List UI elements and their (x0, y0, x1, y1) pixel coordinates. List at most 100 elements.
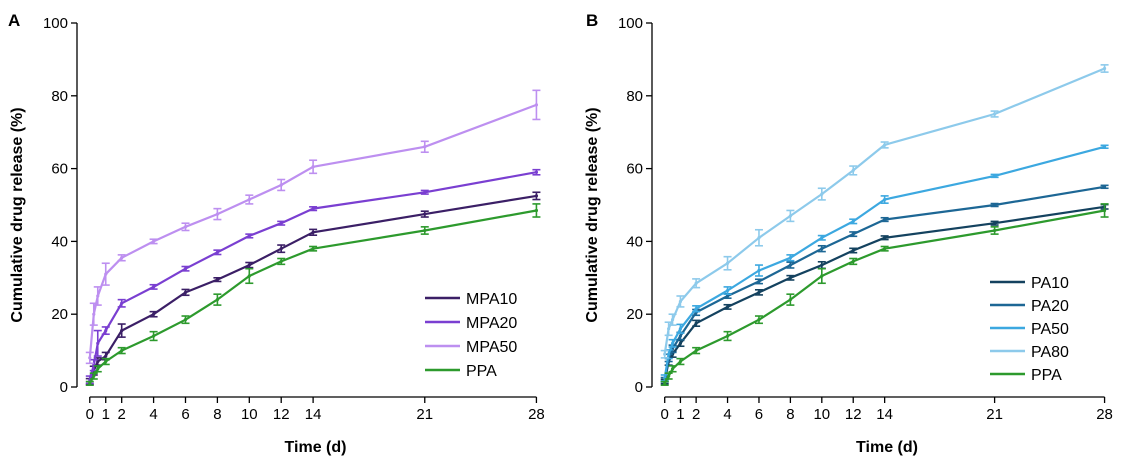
data-point (820, 192, 824, 196)
y-tick-label: 20 (51, 306, 68, 323)
data-point (92, 312, 96, 316)
data-point (215, 250, 219, 254)
data-point (1102, 208, 1107, 213)
data-point (120, 328, 124, 333)
data-point (788, 263, 792, 267)
data-point (851, 259, 855, 264)
x-tick-label: 21 (416, 406, 433, 423)
y-tick-label: 0 (60, 379, 68, 396)
data-point (215, 298, 219, 302)
x-tick-label: 12 (845, 406, 862, 423)
data-point (534, 170, 539, 174)
data-point (1102, 185, 1107, 189)
data-point (670, 318, 675, 322)
series-mpa50 (85, 89, 541, 365)
series-ppa (660, 203, 1109, 386)
data-point (694, 321, 698, 325)
x-tick-label: 8 (213, 406, 221, 423)
data-point (96, 294, 100, 298)
data-point (151, 285, 156, 289)
data-point (757, 236, 761, 240)
data-point (247, 274, 251, 278)
data-point (92, 374, 96, 378)
data-point (820, 236, 824, 240)
y-tick-label: 40 (51, 233, 68, 250)
data-point (678, 299, 683, 304)
data-point (247, 234, 251, 238)
y-tick-label: 100 (43, 15, 68, 32)
data-point (670, 367, 675, 371)
x-tick-label: 2 (118, 406, 126, 423)
data-point (1102, 66, 1107, 71)
x-tick-label: 21 (986, 406, 1003, 423)
data-point (788, 298, 792, 302)
data-point (534, 103, 539, 107)
x-tick-label: 28 (528, 406, 545, 423)
data-point (96, 367, 100, 371)
data-point (534, 194, 539, 198)
data-point (678, 327, 683, 331)
data-point (183, 267, 188, 271)
legend-label: MPA50 (466, 339, 517, 356)
data-point (883, 197, 887, 202)
data-point (96, 359, 100, 364)
data-point (279, 221, 283, 225)
panel-label: A (8, 11, 20, 30)
series-ppa (85, 203, 541, 386)
x-tick-label: 10 (813, 406, 830, 423)
data-point (725, 294, 730, 298)
data-point (151, 312, 156, 316)
x-axis-title: Time (d) (285, 439, 347, 456)
data-point (725, 288, 730, 293)
data-point (183, 225, 188, 229)
x-tick-label: 1 (102, 406, 110, 423)
data-point (883, 236, 887, 240)
data-point (183, 318, 188, 322)
data-point (534, 208, 539, 213)
data-point (311, 165, 315, 169)
data-point (993, 228, 997, 233)
x-tick-label: 4 (149, 406, 157, 423)
series-pa80 (660, 64, 1109, 359)
data-point (120, 301, 124, 305)
x-tick-label: 6 (755, 406, 763, 423)
data-point (820, 247, 824, 251)
data-point (151, 239, 156, 243)
data-point (678, 359, 683, 364)
data-point (883, 247, 887, 251)
data-point (663, 352, 667, 356)
x-tick-label: 6 (181, 406, 189, 423)
data-point (670, 341, 675, 345)
data-point (88, 381, 92, 385)
x-tick-label: 0 (661, 406, 669, 423)
x-tick-label: 14 (305, 406, 322, 423)
x-axis-title: Time (d) (856, 439, 918, 456)
data-point (667, 374, 671, 378)
panel-label: B (586, 11, 598, 30)
data-point (993, 112, 997, 116)
x-tick-label: 1 (676, 406, 684, 423)
legend-label: PPA (466, 363, 497, 380)
legend-label: PA10 (1031, 275, 1069, 292)
data-point (757, 279, 761, 284)
data-point (1102, 145, 1107, 149)
data-point (757, 268, 761, 273)
legend-label: PA80 (1031, 344, 1069, 361)
y-tick-label: 80 (51, 88, 68, 105)
data-point (667, 352, 671, 356)
y-tick-label: 0 (635, 379, 643, 396)
data-point (725, 261, 730, 265)
data-point (423, 190, 427, 194)
series-pa50 (660, 144, 1109, 382)
x-tick-label: 8 (786, 406, 794, 423)
y-axis-title: Cumulative drug release (%) (584, 107, 601, 322)
y-tick-label: 60 (626, 161, 643, 178)
data-point (757, 290, 761, 294)
data-point (851, 168, 855, 173)
legend-label: MPA10 (466, 291, 517, 308)
data-point (851, 248, 855, 253)
data-point (311, 207, 315, 211)
data-point (215, 278, 219, 282)
legend-label: PPA (1031, 367, 1062, 384)
